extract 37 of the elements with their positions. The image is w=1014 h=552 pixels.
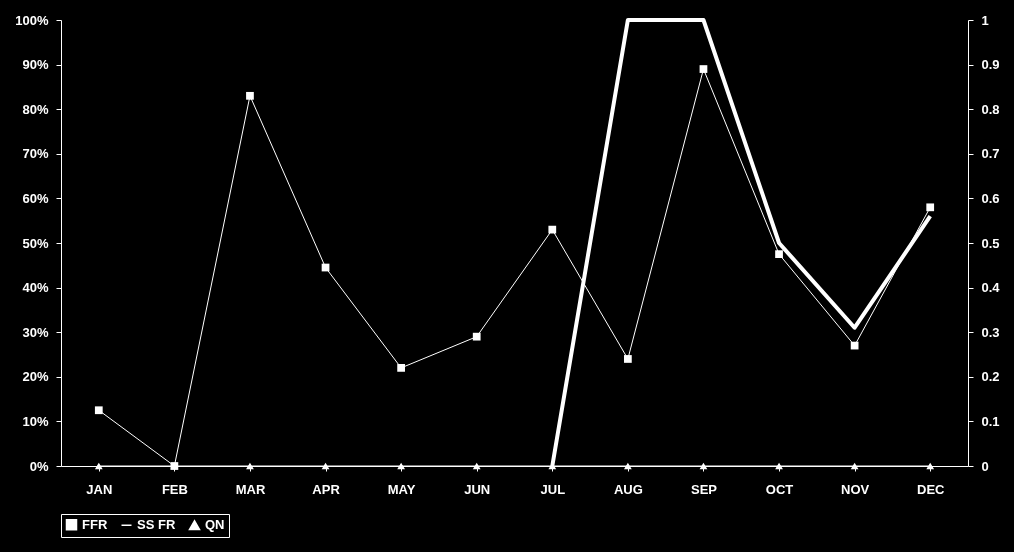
y-tick-label: 0% <box>29 458 49 474</box>
y-tick-label: 20% <box>22 369 49 385</box>
x-tick-label: FEB <box>161 481 188 497</box>
y-tick-label: 100% <box>15 12 49 28</box>
y2-tick-label: 1 <box>981 12 989 28</box>
legend-label: FFR <box>82 516 108 532</box>
x-tick-label: MAR <box>235 481 266 497</box>
x-tick-label: NOV <box>841 481 870 497</box>
y2-tick-label: 0.5 <box>981 235 1000 251</box>
y-tick-label: 80% <box>22 101 49 117</box>
y-tick-label: 60% <box>22 190 49 206</box>
legend-label: QN <box>205 517 225 533</box>
legend-label: SS FR <box>137 517 176 533</box>
x-tick-label: APR <box>312 481 341 497</box>
x-tick-label: AUG <box>613 481 643 497</box>
y-tick-label: 50% <box>22 235 49 251</box>
y2-tick-label: 0.7 <box>981 146 1000 162</box>
x-tick-label: DEC <box>916 481 946 497</box>
y2-tick-label: 0.2 <box>981 369 1000 385</box>
x-tick-label: JUN <box>464 481 491 497</box>
y2-tick-label: 0 <box>981 458 989 474</box>
y2-tick-label: 0.3 <box>981 324 1000 340</box>
y-tick-label: 40% <box>22 280 49 296</box>
x-tick-label: SEP <box>690 481 718 497</box>
x-tick-label: JUL <box>540 481 566 497</box>
y2-tick-label: 0.8 <box>981 101 1000 117</box>
y-tick-label: 70% <box>22 146 49 162</box>
y-tick-label: 90% <box>22 57 49 73</box>
y2-tick-label: 0.9 <box>981 57 1000 73</box>
x-tick-label: MAY <box>387 481 416 497</box>
x-tick-label: JAN <box>86 481 113 497</box>
y-tick-label: 10% <box>22 413 49 429</box>
y2-tick-label: 0.6 <box>981 190 1000 206</box>
x-tick-label: OCT <box>765 481 794 497</box>
y2-tick-label: 0.1 <box>981 413 1000 429</box>
y-tick-label: 30% <box>22 324 49 340</box>
y2-tick-label: 0.4 <box>981 280 1001 296</box>
